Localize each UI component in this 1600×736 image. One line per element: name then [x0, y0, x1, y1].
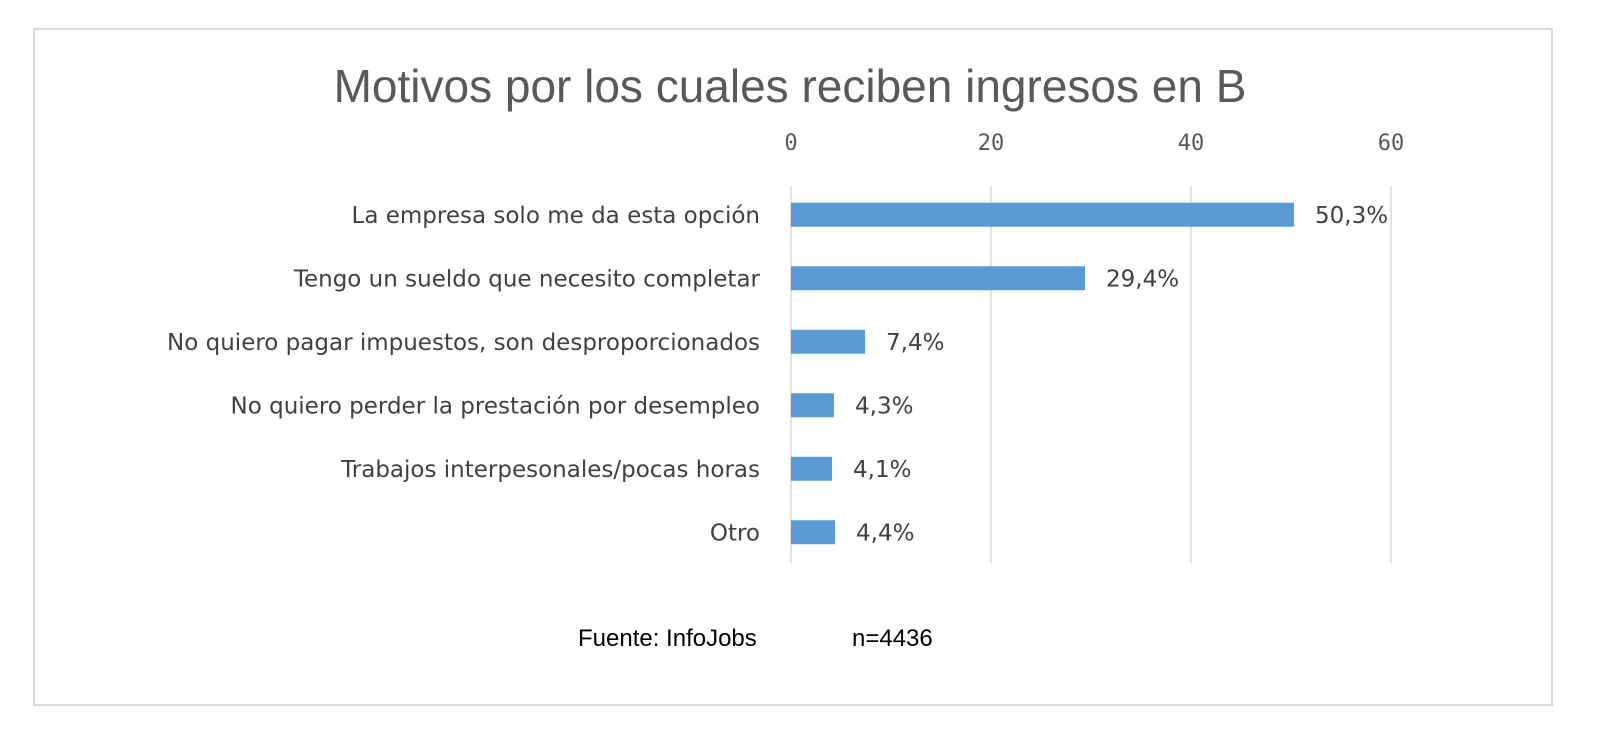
x-tick-label: 40 [1178, 131, 1205, 156]
chart-frame [33, 28, 1553, 706]
data-label: 4,1% [853, 457, 911, 483]
category-label: Tengo un sueldo que necesito completar [293, 266, 761, 292]
chart-title: Motivos por los cuales reciben ingresos … [334, 60, 1247, 112]
bar [791, 520, 835, 545]
bars [791, 202, 1294, 545]
category-label: Trabajos interpesonales/pocas horas [340, 457, 760, 483]
bar [791, 456, 832, 481]
x-tick-label: 20 [978, 131, 1005, 156]
data-label: 29,4% [1106, 266, 1179, 292]
category-label: No quiero pagar impuestos, son despropor… [167, 330, 760, 356]
bar [791, 329, 865, 354]
data-label: 50,3% [1315, 203, 1388, 229]
bar [791, 393, 834, 418]
bar [791, 202, 1294, 227]
data-label: 4,4% [856, 520, 914, 546]
x-tick-label: 0 [784, 131, 797, 156]
data-label: 4,3% [855, 393, 913, 419]
x-tick-label: 60 [1378, 131, 1405, 156]
footer-sample: n=4436 [852, 625, 933, 652]
category-label: La empresa solo me da esta opción [352, 203, 760, 229]
x-axis-ticks: 0 20 40 60 [784, 131, 1404, 156]
category-label: No quiero perder la prestación por desem… [231, 393, 760, 419]
category-label: Otro [710, 520, 760, 546]
category-labels: La empresa solo me da esta opción Tengo u… [167, 203, 760, 547]
bar [791, 266, 1085, 291]
data-label: 7,4% [886, 330, 944, 356]
data-labels: 50,3% 29,4% 7,4% 4,3% 4,1% 4,4% [853, 203, 1388, 547]
gridlines [790, 186, 1392, 563]
footer-source: Fuente: InfoJobs [578, 625, 757, 652]
